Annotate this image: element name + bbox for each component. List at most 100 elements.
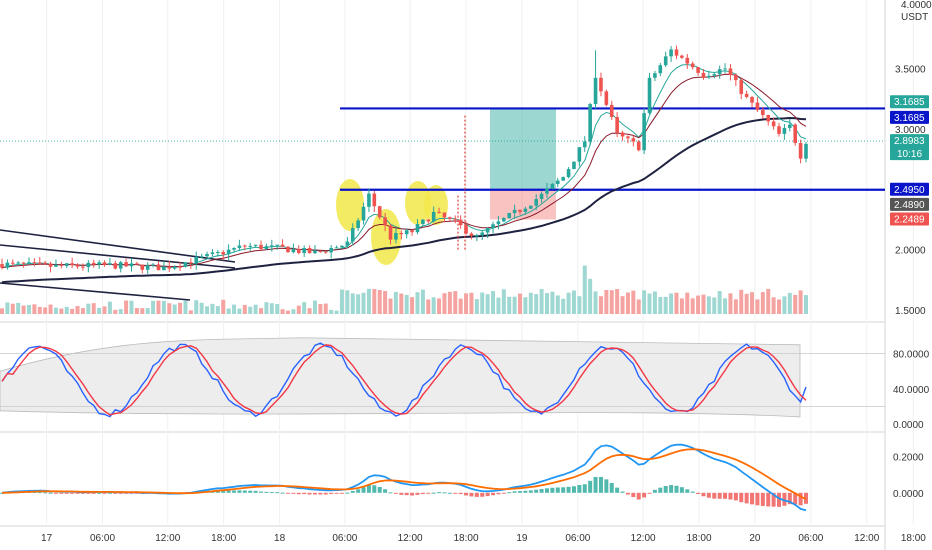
candle-body[interactable] <box>129 263 134 267</box>
macd-pane[interactable] <box>0 443 808 512</box>
candle-body[interactable] <box>178 266 182 268</box>
candle-body[interactable] <box>609 104 614 118</box>
candle-body[interactable] <box>361 206 366 221</box>
candle-body[interactable] <box>739 80 744 94</box>
candle-body[interactable] <box>620 132 625 137</box>
candle-body[interactable] <box>248 245 253 247</box>
candle-body[interactable] <box>291 249 296 253</box>
candle-body[interactable] <box>221 252 226 255</box>
stochastic-rsi-pane[interactable] <box>0 337 885 418</box>
candle-body[interactable] <box>394 232 398 240</box>
candle-body[interactable] <box>189 262 193 264</box>
candle-body[interactable] <box>512 209 517 214</box>
candle-body[interactable] <box>140 264 145 270</box>
candle-body[interactable] <box>788 124 792 128</box>
candle-body[interactable] <box>647 77 652 114</box>
candle-body[interactable] <box>275 244 279 246</box>
candle-body[interactable] <box>534 199 539 206</box>
candle-body[interactable] <box>458 219 463 226</box>
candle-body[interactable] <box>172 266 177 269</box>
candle-body[interactable] <box>10 262 15 264</box>
candle-body[interactable] <box>86 262 91 268</box>
candle-body[interactable] <box>485 228 490 233</box>
candle-body[interactable] <box>145 265 150 270</box>
candle-body[interactable] <box>782 127 787 134</box>
candle-body[interactable] <box>426 219 431 222</box>
candle-body[interactable] <box>577 147 582 162</box>
candle-body[interactable] <box>804 143 808 159</box>
candle-body[interactable] <box>151 264 155 266</box>
candle-body[interactable] <box>631 138 636 142</box>
candle-body[interactable] <box>491 224 495 229</box>
candle-body[interactable] <box>264 246 269 250</box>
candle-body[interactable] <box>81 266 85 268</box>
candle-body[interactable] <box>399 232 404 235</box>
candle-body[interactable] <box>502 218 506 222</box>
candle-body[interactable] <box>793 124 798 144</box>
candle-body[interactable] <box>259 244 263 250</box>
candle-body[interactable] <box>572 161 576 170</box>
candle-body[interactable] <box>766 115 771 122</box>
candle-body[interactable] <box>523 208 528 212</box>
candle-body[interactable] <box>593 77 598 105</box>
candle-body[interactable] <box>712 74 717 76</box>
trend-line[interactable] <box>0 282 191 301</box>
candle-body[interactable] <box>372 193 377 207</box>
candle-body[interactable] <box>0 264 4 268</box>
candle-body[interactable] <box>59 264 64 266</box>
candle-body[interactable] <box>108 263 112 265</box>
candle-body[interactable] <box>431 211 436 222</box>
candle-body[interactable] <box>561 177 565 181</box>
candle-body[interactable] <box>237 245 242 248</box>
candle-body[interactable] <box>205 254 209 257</box>
candle-body[interactable] <box>318 250 323 252</box>
time-axis[interactable]: 17 06:00 12:00 18:00 18 06:00 12:00 18:00 19 06:0… <box>41 533 926 544</box>
candle-body[interactable] <box>48 263 53 267</box>
candle-body[interactable] <box>453 218 458 220</box>
candle-body[interactable] <box>135 263 139 265</box>
candle-body[interactable] <box>755 102 760 111</box>
candle-body[interactable] <box>669 49 673 57</box>
candle-body[interactable] <box>307 248 312 254</box>
candle-body[interactable] <box>415 224 420 233</box>
candle-body[interactable] <box>550 183 555 189</box>
candle-body[interactable] <box>269 245 274 247</box>
candle-body[interactable] <box>194 256 199 264</box>
candle-body[interactable] <box>653 73 657 78</box>
candle-body[interactable] <box>658 65 663 74</box>
candle-body[interactable] <box>70 263 74 265</box>
candle-body[interactable] <box>75 264 80 267</box>
candle-body[interactable] <box>54 264 58 267</box>
candle-body[interactable] <box>437 211 441 213</box>
candle-body[interactable] <box>16 262 20 264</box>
candle-body[interactable] <box>642 113 646 151</box>
candle-body[interactable] <box>226 249 231 255</box>
candle-body[interactable] <box>685 57 690 64</box>
candle-body[interactable] <box>761 110 765 116</box>
candle-body[interactable] <box>183 262 188 267</box>
candle-body[interactable] <box>421 219 425 225</box>
candle-body[interactable] <box>64 263 69 266</box>
candle-body[interactable] <box>367 193 371 207</box>
candle-body[interactable] <box>377 206 382 218</box>
candle-body[interactable] <box>771 121 776 127</box>
candle-body[interactable] <box>566 169 571 178</box>
candle-body[interactable] <box>636 141 641 151</box>
candle-body[interactable] <box>91 262 96 265</box>
candle-body[interactable] <box>604 91 609 105</box>
candle-body[interactable] <box>707 75 711 78</box>
candle-body[interactable] <box>383 217 387 226</box>
candle-body[interactable] <box>728 68 733 76</box>
candle-body[interactable] <box>599 77 603 92</box>
candle-body[interactable] <box>744 93 749 97</box>
candle-body[interactable] <box>723 68 727 70</box>
candle-body[interactable] <box>410 230 414 233</box>
candle-body[interactable] <box>232 247 236 250</box>
candle-body[interactable] <box>690 63 695 68</box>
candle-body[interactable] <box>102 262 107 265</box>
candle-body[interactable] <box>345 241 350 246</box>
candle-body[interactable] <box>469 233 474 236</box>
candle-body[interactable] <box>162 266 166 271</box>
candle-body[interactable] <box>496 221 501 225</box>
